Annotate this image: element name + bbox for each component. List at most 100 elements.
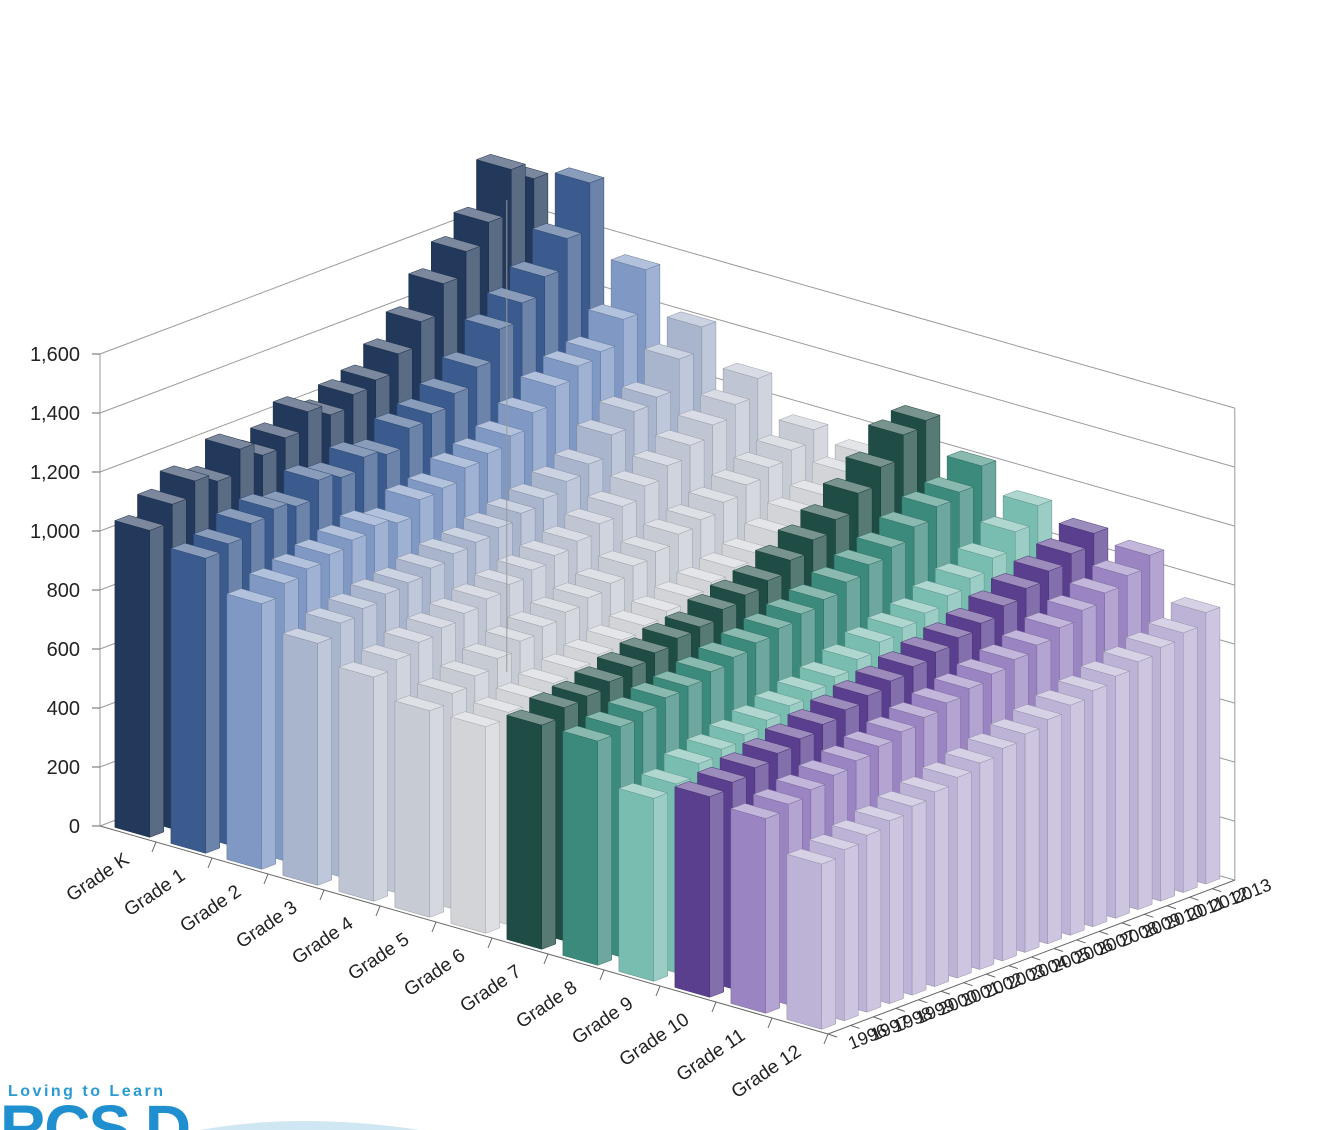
bar-top	[888, 702, 939, 718]
bar-top	[786, 848, 837, 865]
bar-top	[530, 466, 582, 482]
bar-top	[1058, 517, 1109, 534]
bar-top	[877, 651, 928, 667]
depth-tick	[1144, 913, 1154, 918]
x-category-label: Grade 10	[616, 1009, 693, 1071]
bar-top	[453, 206, 504, 223]
bar-top	[509, 261, 560, 277]
bar-top	[821, 644, 872, 660]
bar-top	[486, 287, 537, 304]
depth-tick	[1099, 930, 1109, 935]
bar-top	[621, 381, 672, 398]
bar-front	[450, 716, 486, 934]
bar-top	[1057, 675, 1108, 691]
bar-top	[573, 666, 625, 683]
bar-top	[752, 788, 804, 805]
bar-top	[822, 477, 873, 494]
y-tick-label: 1,200	[30, 462, 80, 484]
bar-top	[686, 594, 738, 610]
bar-top	[272, 396, 323, 412]
bar-top	[967, 590, 1019, 607]
bar-top	[1012, 704, 1063, 720]
bar-top	[775, 774, 826, 790]
bar-front	[226, 593, 262, 870]
bar-top	[574, 567, 626, 584]
bar-top	[755, 434, 807, 451]
x-tick	[823, 1033, 829, 1045]
bar-top	[461, 643, 513, 659]
bar-top	[699, 389, 751, 405]
bar-top	[765, 598, 816, 615]
bar-top	[956, 658, 1007, 675]
bar-top	[394, 695, 445, 712]
depth-tick	[1189, 896, 1199, 901]
y-tick-label: 200	[47, 757, 80, 779]
bar-top	[551, 680, 602, 697]
x-tick	[487, 937, 493, 949]
bar-top	[629, 682, 681, 699]
bar-top	[271, 553, 322, 570]
y-tick-label: 400	[47, 698, 80, 720]
x-tick	[207, 857, 213, 869]
bar-top	[609, 470, 660, 487]
depth-tick	[963, 982, 973, 987]
bar-top	[933, 673, 984, 689]
bar-top	[619, 637, 670, 654]
bar-side	[1047, 713, 1062, 945]
bar-top	[282, 627, 333, 644]
bar-front	[618, 788, 654, 982]
axes	[92, 200, 1236, 1045]
bar	[730, 803, 781, 1014]
bar-top	[652, 670, 703, 687]
bar-top	[910, 687, 962, 704]
bar-top	[979, 516, 1031, 533]
bar-top	[441, 351, 492, 368]
y-tick-label: 1,600	[30, 344, 80, 366]
bar-side	[1205, 606, 1221, 885]
bar-top	[845, 451, 896, 468]
bar-side	[149, 524, 164, 838]
bar-top	[373, 412, 424, 429]
x-tick	[431, 921, 437, 933]
bar-top	[610, 254, 661, 270]
bar-top	[675, 656, 726, 673]
bar-side	[765, 812, 780, 1014]
bar-top	[677, 409, 728, 426]
bar-top	[485, 497, 536, 514]
bar-top	[1034, 689, 1086, 706]
depth-tick	[827, 1033, 838, 1038]
bar-top	[777, 524, 828, 541]
bar-top	[1125, 631, 1176, 648]
bar-side	[1115, 670, 1130, 919]
bar-top	[753, 690, 805, 707]
bar-top	[417, 538, 469, 555]
x-tick	[655, 985, 661, 997]
x-category-label: Grade 5	[345, 929, 414, 985]
bar-top	[642, 518, 694, 535]
bar-top	[248, 568, 300, 584]
bar-top	[945, 607, 996, 624]
bar-top	[776, 675, 827, 692]
x-tick	[543, 953, 549, 965]
bar-top	[519, 371, 571, 387]
bar-top	[507, 611, 558, 628]
bar-top	[946, 450, 997, 467]
depth-tick	[918, 999, 928, 1004]
bar-top	[114, 515, 165, 531]
bar-side	[979, 757, 995, 970]
bar-side	[821, 858, 836, 1030]
bar-top	[372, 567, 423, 583]
bar-top	[553, 448, 604, 465]
bar-front	[338, 666, 374, 902]
bar-top	[585, 624, 637, 641]
bar-top	[618, 782, 669, 799]
bar	[786, 848, 837, 1030]
bar-top	[944, 747, 995, 764]
bar	[170, 542, 221, 854]
logo-mark: RCS D	[0, 1092, 189, 1130]
x-category-label: Grade 8	[513, 977, 582, 1033]
bar-top	[674, 781, 725, 797]
bar-top	[923, 476, 975, 493]
bar-top	[990, 573, 1041, 589]
bar-top	[360, 644, 412, 660]
